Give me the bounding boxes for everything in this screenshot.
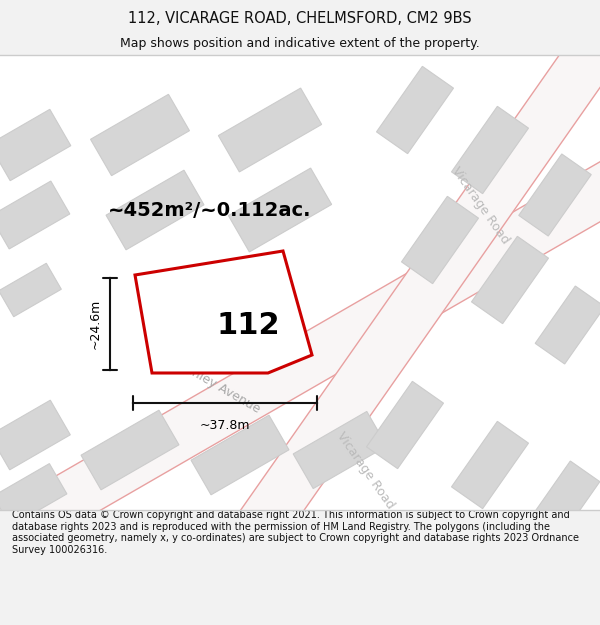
- Polygon shape: [0, 109, 71, 181]
- Text: ~24.6m: ~24.6m: [89, 299, 101, 349]
- Text: Finchley Avenue: Finchley Avenue: [168, 354, 262, 416]
- Polygon shape: [451, 421, 529, 509]
- Text: Contains OS data © Crown copyright and database right 2021. This information is : Contains OS data © Crown copyright and d…: [12, 510, 579, 555]
- Polygon shape: [0, 55, 600, 510]
- Text: Map shows position and indicative extent of the property.: Map shows position and indicative extent…: [120, 38, 480, 51]
- Polygon shape: [208, 0, 600, 587]
- Polygon shape: [229, 168, 332, 252]
- Text: ~452m²/~0.112ac.: ~452m²/~0.112ac.: [108, 201, 312, 219]
- Polygon shape: [218, 88, 322, 172]
- Polygon shape: [376, 66, 454, 154]
- Polygon shape: [0, 464, 67, 526]
- Text: Vicarage Road: Vicarage Road: [334, 429, 397, 511]
- Polygon shape: [191, 415, 289, 495]
- Polygon shape: [530, 461, 600, 539]
- Polygon shape: [535, 286, 600, 364]
- Polygon shape: [0, 263, 61, 317]
- Polygon shape: [472, 236, 548, 324]
- Text: 112, VICARAGE ROAD, CHELMSFORD, CM2 9BS: 112, VICARAGE ROAD, CHELMSFORD, CM2 9BS: [128, 11, 472, 26]
- Text: ~37.8m: ~37.8m: [200, 419, 250, 432]
- Polygon shape: [367, 381, 443, 469]
- Text: 112: 112: [216, 311, 280, 339]
- Polygon shape: [81, 410, 179, 490]
- Polygon shape: [0, 155, 600, 575]
- Polygon shape: [401, 196, 479, 284]
- Polygon shape: [91, 94, 190, 176]
- Polygon shape: [451, 106, 529, 194]
- Text: Vicarage Road: Vicarage Road: [449, 164, 511, 246]
- Polygon shape: [0, 400, 70, 470]
- Polygon shape: [519, 154, 591, 236]
- Polygon shape: [0, 181, 70, 249]
- Polygon shape: [135, 251, 312, 373]
- Polygon shape: [106, 170, 204, 250]
- Polygon shape: [293, 411, 387, 489]
